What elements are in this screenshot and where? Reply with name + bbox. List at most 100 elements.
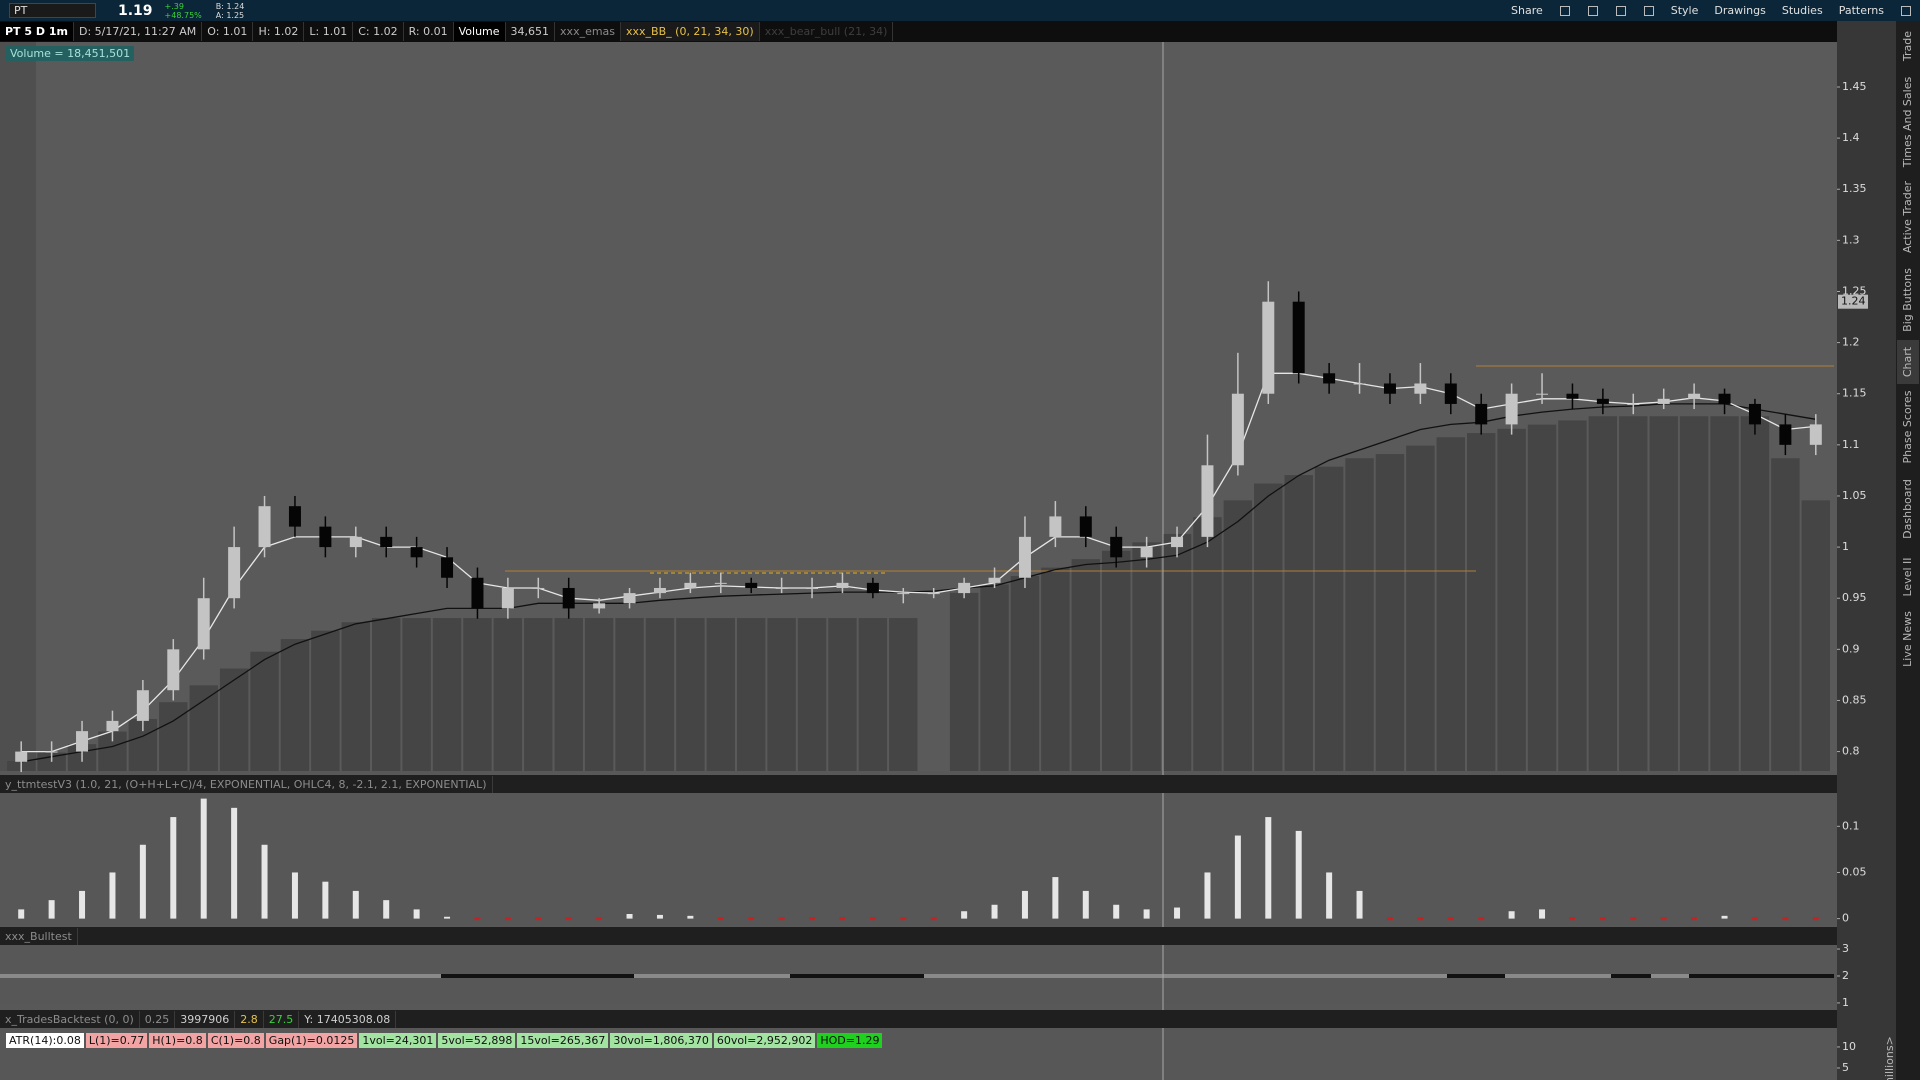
menu-icon[interactable]: [1901, 5, 1911, 16]
side-tab[interactable]: Active Trader: [1901, 180, 1914, 253]
volume-bar: [1071, 559, 1100, 771]
oscillator-bar: [748, 917, 755, 921]
side-tab[interactable]: Trade: [1901, 31, 1914, 62]
candle-body: [1292, 301, 1305, 374]
y-tick-label: 1: [1842, 996, 1849, 1009]
y-tick-label: 0.1: [1842, 819, 1860, 832]
volume-bar: [189, 685, 218, 771]
oscillator-bar: [717, 917, 724, 921]
volume-bar: [554, 618, 583, 771]
toolbar-button[interactable]: Studies: [1781, 4, 1823, 17]
oscillator-bar: [1782, 917, 1789, 921]
candle-body: [897, 593, 910, 595]
volume-bar: [159, 702, 188, 771]
y-tick-label: 1.45: [1842, 80, 1867, 93]
toolbar-icon[interactable]: [1643, 5, 1654, 16]
toolbar-button[interactable]: Drawings: [1714, 4, 1766, 17]
candle-body: [1018, 536, 1031, 578]
bid: B: 1.24: [215, 1, 245, 11]
candle-body: [501, 587, 514, 609]
stat-box: 1vol=24,301: [359, 1033, 437, 1048]
side-tab[interactable]: Level II: [1901, 557, 1914, 596]
oscillator-bar: [1082, 890, 1089, 919]
volume-layer: [7, 416, 1830, 771]
stat-box: ATR(14):0.08: [6, 1033, 84, 1048]
last-price-box: [1838, 294, 1868, 309]
oscillator-bar: [1295, 830, 1302, 919]
volume-bar: [1558, 420, 1587, 771]
side-tab[interactable]: Dashboard: [1901, 479, 1914, 539]
candle-body: [623, 593, 636, 604]
candle-body: [1140, 547, 1153, 558]
oscillator-bar: [535, 917, 542, 921]
candle-body: [228, 547, 241, 599]
candle-body: [593, 603, 606, 609]
candle-body: [471, 577, 484, 609]
study-title[interactable]: xxx_Bulltest: [0, 927, 78, 945]
change-box: +.39 +48.75%: [165, 2, 202, 20]
volume-bar: [1527, 424, 1557, 771]
study-title[interactable]: x_TradesBacktest (0, 0): [0, 1010, 140, 1028]
y-tick-label: 1.25: [1842, 284, 1867, 297]
side-tab[interactable]: Live News: [1901, 611, 1914, 667]
stat-box: 60vol=2,952,902: [713, 1033, 816, 1048]
candle-body: [1809, 424, 1822, 445]
volume-bar: [1162, 533, 1192, 771]
volume-bubble: Volume = 18,451,501: [6, 46, 135, 61]
side-tab[interactable]: Times And Sales: [1901, 77, 1914, 169]
volume-bar: [645, 618, 675, 771]
candle-body: [532, 587, 545, 589]
candle-body: [653, 587, 666, 594]
volume-bar: [584, 618, 614, 771]
volume-bar: [1588, 416, 1618, 771]
volume-bar: [524, 618, 553, 771]
pane-shade: [0, 42, 36, 771]
candle-body: [684, 582, 697, 588]
volume-bar: [250, 651, 279, 771]
candle-body: [1262, 301, 1275, 394]
candle-body: [1049, 516, 1062, 537]
study-name[interactable]: xxx_BB_ (0, 21, 34, 30): [621, 22, 760, 41]
study-title[interactable]: y_ttmtestV3 (1.0, 21, (O+H+L+C)/4, EXPON…: [0, 775, 493, 793]
symbol-input[interactable]: PT: [9, 3, 96, 18]
study-name[interactable]: xxx_emas: [555, 22, 622, 41]
volume-bar: [615, 618, 644, 771]
side-tab[interactable]: Phase Scores: [1901, 390, 1914, 463]
volume-axis-label: millions>: [1883, 1036, 1896, 1080]
oscillator-bar: [1326, 872, 1333, 919]
candle-body: [319, 526, 332, 548]
oscillator-bar: [869, 917, 876, 921]
volume-bar: [1740, 416, 1770, 771]
candle-body: [1748, 403, 1761, 425]
side-tab[interactable]: Big Buttons: [1901, 268, 1914, 332]
oscillator-bar: [444, 916, 451, 919]
oscillator-bar: [200, 798, 207, 919]
candle-body: [167, 649, 180, 691]
side-tab[interactable]: Chart: [1901, 346, 1914, 377]
study-name[interactable]: xxx_bear_bull (21, 34): [760, 22, 894, 41]
candle-body: [15, 751, 28, 762]
candle-body: [197, 598, 210, 650]
toolbar-icon[interactable]: [1615, 5, 1626, 16]
oscillator-bar: [809, 917, 816, 921]
oscillator-bar: [778, 917, 785, 921]
oscillator-bar: [170, 817, 177, 919]
oscillator-bar: [900, 917, 907, 921]
candle-body: [1596, 398, 1609, 404]
toolbar-icon[interactable]: [1559, 5, 1570, 16]
toolbar-icon[interactable]: [1587, 5, 1598, 16]
volume-name: Volume: [453, 22, 506, 41]
study-field: Y: 17405308.08: [299, 1010, 397, 1028]
toolbar-button[interactable]: Patterns: [1838, 4, 1884, 17]
candle-body: [1688, 393, 1701, 399]
oscillator-bar: [656, 914, 663, 919]
toolbar-button[interactable]: Style: [1670, 4, 1699, 17]
oscillator-bar: [991, 904, 998, 919]
candle-body: [1079, 516, 1092, 537]
candle-body: [562, 587, 575, 609]
toolbar-button[interactable]: Share: [1511, 4, 1543, 17]
volume-bar: [828, 618, 857, 771]
ask: A: 1.25: [215, 10, 245, 20]
oscillator-pane: [0, 793, 1837, 926]
